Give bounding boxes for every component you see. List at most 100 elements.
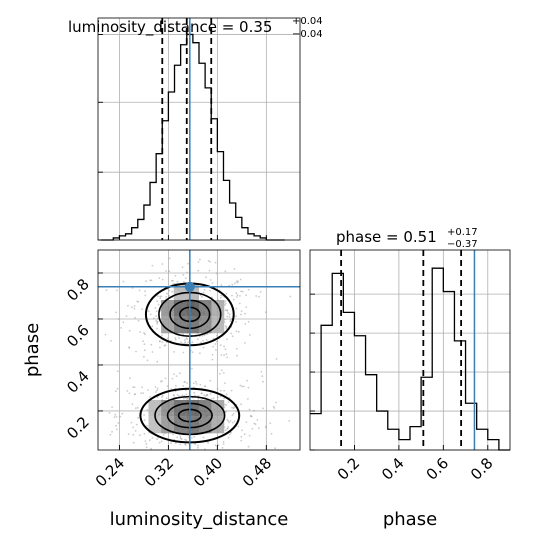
density-sample-point <box>184 277 187 280</box>
density-sample-point <box>235 347 238 350</box>
density-sample-point <box>143 355 145 358</box>
density-sample-point <box>223 397 226 400</box>
density-sample-point <box>160 295 163 298</box>
density-sample-point <box>186 271 188 274</box>
density-sample-point <box>225 292 228 295</box>
density-sample-point <box>239 295 241 297</box>
density-sample-point <box>209 289 211 292</box>
density-sample-point <box>180 438 183 441</box>
phase-title-minus: −0.37 <box>447 239 478 250</box>
density-sample-point <box>143 419 146 421</box>
density-sample-point <box>220 354 223 356</box>
density-y-tick-label: 0.8 <box>63 275 93 305</box>
density-sample-point <box>147 310 150 312</box>
density-sample-point <box>154 307 157 309</box>
density-sample-point <box>156 396 159 399</box>
density-sample-point <box>154 386 157 388</box>
density-sample-point <box>183 342 186 345</box>
panel-phase-hist: 0.2 0.4 0.6 0.8 phase = 0.51 +0.17 −0.37 ph… <box>309 227 511 530</box>
density-sample-point <box>231 335 234 338</box>
density-sample-point <box>132 386 134 389</box>
density-sample-point <box>202 346 205 349</box>
phase-hist-frame <box>309 249 511 451</box>
density-sample-point <box>235 330 238 333</box>
density-sample-point <box>115 424 117 427</box>
panel-2d-density: 0.24 0.32 0.40 0.48 0.2 0.4 0.6 0.8 luminosity… <box>22 249 301 530</box>
density-sample-point <box>166 292 169 295</box>
density-sample-point <box>179 372 181 375</box>
density-sample-point <box>170 442 172 445</box>
density-sample-point <box>227 436 230 439</box>
density-sample-point <box>144 290 147 293</box>
density-sample-point <box>223 304 226 306</box>
density-sample-point <box>201 334 204 337</box>
density-sample-point <box>221 369 223 372</box>
density-sample-point <box>244 323 247 325</box>
density-sample-point <box>237 425 240 428</box>
density-y-tick-labels: 0.2 0.4 0.6 0.8 <box>63 275 93 443</box>
dist-histogram <box>101 33 285 241</box>
density-sample-point <box>133 307 136 310</box>
density-sample-point <box>201 398 204 401</box>
density-sample-point <box>130 421 133 424</box>
density-sample-point <box>250 415 253 418</box>
density-sample-point <box>203 334 206 337</box>
density-sample-point <box>224 429 227 432</box>
density-sample-point <box>144 349 146 352</box>
density-sample-point <box>288 420 291 422</box>
density-sample-point <box>149 279 152 282</box>
density-sample-point <box>154 391 157 393</box>
density-sample-point <box>240 439 243 442</box>
density-sample-point <box>159 346 161 349</box>
density-sample-point <box>224 270 227 273</box>
density-sample-point <box>143 332 145 334</box>
density-sample-point <box>236 294 239 297</box>
density-sample-point <box>233 420 236 422</box>
density-sample-point <box>155 310 158 313</box>
density-sample-point <box>141 386 144 389</box>
density-sample-point <box>159 340 161 342</box>
density-sample-point <box>131 306 133 309</box>
density-sample-point <box>197 269 200 272</box>
density-sample-point <box>136 406 139 409</box>
density-sample-point <box>151 437 154 439</box>
density-x-tick-label: 0.32 <box>141 454 177 490</box>
density-sample-point <box>149 396 151 398</box>
density-sample-point <box>275 358 278 360</box>
phase-title: phase = 0.51 <box>336 228 437 246</box>
density-sample-point <box>183 281 185 283</box>
density-sample-point <box>164 344 167 347</box>
density-sample-point <box>144 294 147 297</box>
density-sample-point <box>119 415 122 418</box>
density-sample-point <box>175 384 177 387</box>
density-sample-point <box>191 367 193 370</box>
density-sample-point <box>127 304 129 307</box>
density-sample-point <box>134 393 136 396</box>
y-axis-label-phase: phase <box>22 323 43 377</box>
density-sample-point <box>219 296 222 299</box>
density-sample-point <box>156 327 158 330</box>
density-sample-point <box>240 435 243 438</box>
density-sample-point <box>222 372 225 374</box>
density-cell <box>186 416 199 434</box>
density-sample-point <box>241 290 244 293</box>
density-sample-point <box>195 383 198 385</box>
density-sample-point <box>201 296 203 298</box>
density-sample-point <box>247 288 250 291</box>
density-sample-point <box>223 345 226 348</box>
density-sample-point <box>151 325 154 328</box>
density-sample-point <box>146 359 149 362</box>
density-sample-point <box>215 272 218 275</box>
density-sample-point <box>161 334 163 337</box>
dist-title-minus: −0.04 <box>292 29 323 40</box>
density-sample-point <box>229 320 232 322</box>
density-sample-point <box>113 416 116 418</box>
density-sample-point <box>240 290 243 293</box>
dist-quantile-lines <box>161 18 213 240</box>
density-sample-point <box>153 317 155 320</box>
density-sample-point <box>211 358 214 361</box>
density-sample-point <box>168 295 171 297</box>
density-sample-point <box>261 375 264 377</box>
phase-x-tick-label: 0.6 <box>423 454 453 484</box>
